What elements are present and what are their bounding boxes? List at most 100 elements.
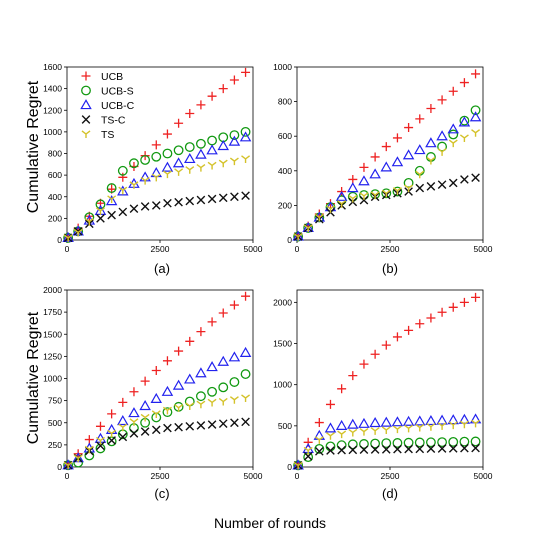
data-point-ts: [118, 423, 128, 432]
y-tick-label: 200: [48, 213, 62, 223]
data-point-ucb-s: [184, 142, 195, 152]
data-point-ucb: [404, 325, 414, 335]
data-point-ucb-c: [172, 379, 185, 390]
data-point-ts: [437, 422, 447, 430]
y-tick-label: 250: [48, 440, 62, 450]
data-point-ts-c: [118, 432, 128, 442]
data-point-ucb: [229, 75, 239, 85]
y-axis-label-bottom: Cumulative Regret: [25, 311, 42, 444]
data-point-ts: [63, 234, 73, 242]
data-point-ucb-s: [117, 165, 128, 176]
data-point-ucb-c: [139, 171, 151, 182]
y-tick-label: 800: [278, 97, 292, 107]
data-point-ucb-s: [207, 135, 218, 146]
y-tick-label: 1000: [43, 127, 62, 137]
series-ucb-s: [63, 369, 251, 471]
series-ts-c: [293, 443, 480, 470]
data-point-ucb-c: [391, 416, 404, 427]
data-point-ts: [326, 432, 335, 440]
y-tick-label: 800: [48, 149, 62, 159]
data-point-ucb: [303, 437, 313, 447]
legend-label: TS: [101, 129, 114, 141]
data-point-ucb-c: [369, 417, 381, 428]
legend-marker-ucb-c: [80, 99, 92, 110]
data-point-ucb-s: [336, 440, 347, 451]
data-point-ts-c: [140, 427, 150, 436]
series-ts-c: [63, 417, 250, 470]
data-point-ts: [174, 404, 184, 412]
data-point-ucb-s: [459, 115, 470, 126]
data-point-ucb: [151, 366, 161, 376]
legend-label: UCB: [101, 71, 123, 83]
data-point-ucb-c: [206, 144, 218, 155]
data-point-ucb-s: [195, 138, 206, 149]
legend-item-ts: TS: [81, 129, 114, 141]
x-axis-label: Number of rounds: [214, 515, 326, 531]
data-point-ucb-c: [458, 116, 471, 127]
data-point-ts: [218, 397, 228, 406]
data-point-ts-c: [471, 173, 480, 183]
data-point-ts: [73, 228, 83, 237]
data-point-ucb-s: [403, 437, 414, 448]
data-point-ts-c: [404, 444, 413, 454]
y-tick-label: 1600: [43, 62, 62, 72]
legend-label: UCB-S: [101, 86, 134, 98]
data-point-ucb-s: [162, 148, 173, 159]
data-point-ts: [196, 163, 206, 172]
data-point-ucb-c: [239, 131, 252, 142]
data-point-ts-c: [96, 441, 105, 451]
data-point-ucb-s: [448, 129, 459, 140]
data-point-ts-c: [218, 419, 228, 428]
data-point-ts: [129, 418, 139, 426]
data-point-ucb: [229, 300, 239, 310]
data-point-ucb: [140, 376, 150, 386]
data-point-ucb: [241, 67, 251, 77]
data-point-ucb: [459, 78, 469, 88]
data-point-ts: [293, 461, 303, 470]
x-tick-label: 0: [295, 244, 300, 254]
x-tick-label: 2500: [381, 471, 400, 481]
series-ts-c: [293, 173, 480, 241]
data-point-ts-c: [129, 204, 139, 213]
x-tick-label: 0: [65, 244, 70, 254]
data-point-ts: [96, 436, 105, 445]
legend-item-ucb-s: UCB-S: [81, 86, 134, 98]
data-point-ucb-c: [369, 168, 381, 179]
data-point-ts-c: [118, 207, 128, 217]
series-ucb-s: [293, 436, 481, 471]
y-tick-label: 1400: [43, 84, 62, 94]
y-tick-label: 600: [48, 170, 62, 180]
data-point-ucb-s: [129, 158, 139, 169]
data-point-ucb: [118, 172, 128, 182]
data-point-ucb: [392, 332, 402, 342]
data-point-ts-c: [426, 444, 436, 454]
data-point-ts-c: [163, 423, 172, 433]
series-ucb: [63, 291, 251, 470]
data-point-ts: [437, 148, 447, 156]
data-point-ucb: [151, 140, 161, 150]
data-point-ucb: [207, 317, 217, 327]
data-point-ucb-s: [347, 439, 358, 450]
data-point-ts: [359, 192, 369, 200]
data-point-ucb-c: [105, 423, 118, 434]
data-point-ucb: [218, 308, 228, 318]
data-point-ts-c: [326, 446, 335, 455]
data-point-ucb: [381, 340, 391, 350]
data-point-ucb-c: [425, 137, 437, 148]
data-point-ucb-s: [425, 437, 436, 448]
data-point-ts-c: [437, 180, 447, 189]
data-point-ucb-s: [95, 199, 106, 210]
y-tick-label: 1200: [43, 105, 62, 115]
data-point-ucb-s: [392, 438, 403, 448]
data-point-ucb-s: [381, 438, 392, 449]
data-point-ts: [303, 446, 313, 455]
data-point-ucb-s: [459, 436, 470, 447]
data-point-ts-c: [337, 445, 346, 455]
data-point-ucb-c: [139, 400, 151, 411]
y-tick-label: 400: [278, 166, 292, 176]
data-point-ts: [207, 398, 217, 407]
data-point-ts: [359, 428, 369, 436]
data-point-ucb-s: [314, 443, 325, 454]
data-point-ts-c: [151, 201, 161, 210]
data-point-ucb-c: [402, 415, 415, 426]
